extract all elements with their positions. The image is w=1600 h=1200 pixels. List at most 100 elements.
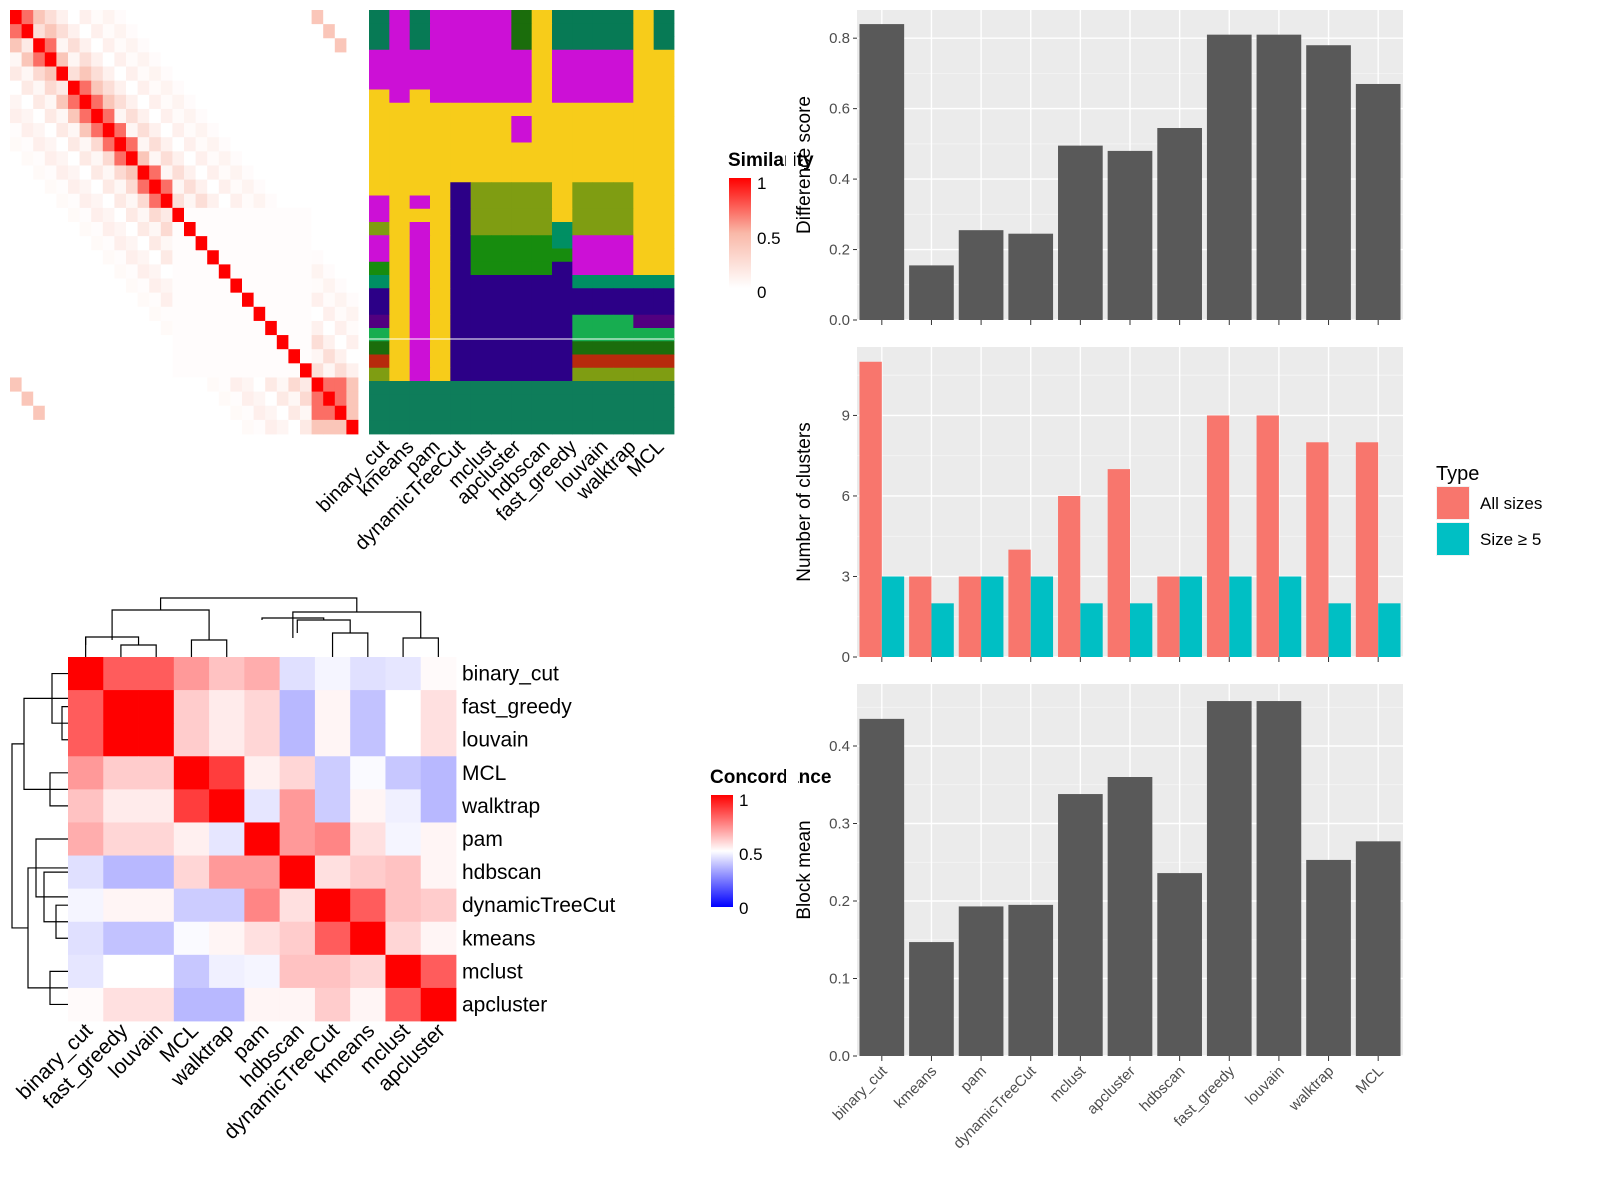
similarity-cell — [334, 250, 347, 265]
bar — [909, 265, 954, 320]
similarity-cell — [276, 38, 289, 53]
membership-cell — [389, 235, 411, 249]
similarity-cell — [242, 405, 254, 421]
membership-cell — [653, 314, 675, 329]
similarity-cell — [230, 108, 243, 124]
membership-cell — [572, 155, 594, 170]
similarity-cell — [56, 94, 69, 110]
similarity-cell — [323, 207, 336, 223]
similarity-cell — [172, 10, 185, 25]
similarity-cell — [346, 278, 359, 294]
dendrogram-branch — [111, 609, 210, 640]
similarity-cell — [10, 165, 22, 180]
membership-cell — [613, 235, 634, 249]
similarity-cell — [346, 123, 359, 138]
similarity-cell — [230, 335, 243, 350]
membership-cell — [389, 23, 411, 37]
membership-cell — [470, 420, 492, 435]
similarity-cell — [230, 80, 243, 96]
membership-cell — [572, 36, 594, 51]
similarity-cell — [126, 320, 138, 336]
similarity-cell — [230, 66, 243, 82]
similarity-cell — [334, 236, 347, 251]
membership-cell — [369, 341, 390, 355]
similarity-cell — [114, 207, 127, 223]
membership-cell — [633, 394, 655, 408]
similarity-cell — [184, 94, 196, 110]
x-category-label: mclust — [1047, 1062, 1090, 1105]
membership-cell — [409, 10, 431, 24]
similarity-cell — [149, 292, 162, 308]
membership-cell — [491, 420, 512, 435]
similarity-cell — [91, 377, 104, 392]
membership-cell — [511, 142, 533, 157]
similarity-cell — [79, 278, 92, 294]
similarity-cell — [218, 193, 231, 209]
membership-cell — [653, 195, 675, 210]
similarity-cell — [44, 38, 57, 53]
similarity-cell — [265, 179, 278, 195]
membership-cell — [552, 208, 573, 223]
similarity-cell — [334, 264, 347, 279]
similarity-cell — [334, 207, 347, 223]
membership-cell — [511, 63, 533, 77]
membership-cell — [450, 248, 472, 263]
similarity-cell — [33, 335, 46, 350]
similarity-cell — [126, 250, 138, 265]
membership-cell — [409, 301, 431, 316]
concordance-cell — [209, 789, 245, 823]
membership-cell — [633, 328, 655, 342]
similarity-cell — [276, 292, 289, 308]
similarity-cell — [346, 363, 359, 378]
similarity-cell — [288, 10, 301, 25]
membership-cell — [613, 275, 634, 289]
membership-cell — [653, 341, 675, 355]
similarity-cell — [334, 80, 347, 96]
membership-cell — [633, 76, 655, 90]
membership-cell — [470, 314, 492, 329]
similarity-cell — [160, 363, 173, 378]
difference-score-chart-ylabel: Difference score — [794, 96, 815, 234]
similarity-cell — [230, 94, 243, 110]
membership-cell — [653, 63, 675, 77]
similarity-cell — [68, 66, 80, 82]
similarity-cell — [230, 306, 243, 322]
membership-cell — [592, 394, 614, 408]
bar — [1058, 145, 1103, 320]
similarity-cell — [300, 38, 312, 53]
concordance-legend-title: Concordance — [710, 767, 831, 788]
similarity-cell — [21, 320, 34, 336]
similarity-cell — [102, 363, 115, 378]
similarity-cell — [288, 306, 301, 322]
membership-cell — [409, 222, 431, 236]
membership-cell — [531, 208, 553, 223]
similarity-cell — [68, 236, 80, 251]
membership-cell — [613, 407, 634, 422]
similarity-cell — [242, 179, 254, 195]
similarity-cell — [253, 335, 266, 350]
similarity-cell — [79, 66, 92, 82]
similarity-cell — [160, 349, 173, 364]
membership-cell — [430, 208, 451, 223]
similarity-cell — [323, 151, 336, 166]
similarity-cell — [10, 10, 22, 25]
membership-cell — [653, 155, 675, 170]
dendrogram-branch — [331, 632, 369, 657]
concordance-cell — [173, 657, 210, 691]
dendrogram-branch — [292, 611, 422, 638]
similarity-cell — [21, 335, 34, 350]
membership-cell — [369, 89, 390, 104]
similarity-cell — [79, 38, 92, 53]
membership-cell — [633, 89, 655, 104]
membership-cell — [613, 261, 634, 276]
similarity-cell — [44, 222, 57, 237]
y-tick-label: 6 — [842, 488, 850, 505]
similarity-cell — [195, 405, 208, 421]
membership-cell — [511, 36, 533, 51]
similarity-cell — [149, 419, 162, 435]
similarity-cell — [114, 363, 127, 378]
membership-cell — [369, 288, 390, 302]
similarity-cell — [172, 108, 185, 124]
similarity-cell — [137, 278, 150, 294]
